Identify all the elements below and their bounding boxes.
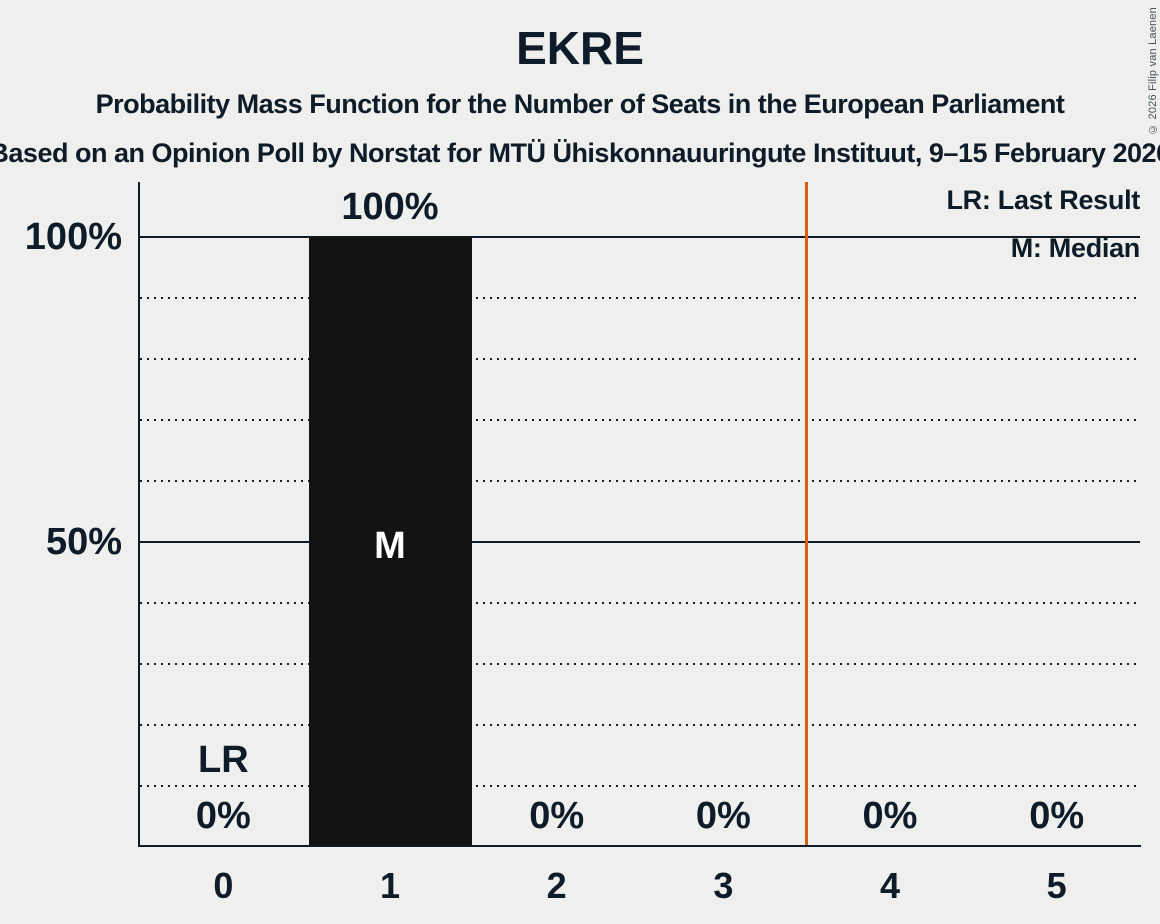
chart-title: EKRE (516, 22, 644, 74)
x-tick-label-5: 5 (1046, 865, 1067, 906)
x-tick-label-2: 2 (546, 865, 567, 906)
gridline-solid-50 (140, 541, 1140, 543)
gridline-dotted-60 (140, 480, 1140, 482)
gridline-dotted-20 (140, 724, 1140, 726)
bar-value-label-4: 0% (862, 795, 918, 837)
legend-last-result: LR: Last Result (946, 185, 1140, 215)
bar-value-label-3: 0% (695, 795, 751, 837)
chart-subtitle: Probability Mass Function for the Number… (95, 89, 1065, 119)
bar-value-label-5: 0% (1029, 795, 1085, 837)
bar-seats-1 (308, 237, 472, 847)
x-tick-label-3: 3 (713, 865, 734, 906)
chart-source-line-wrap: Based on an Opinion Poll by Norstat for … (0, 135, 1160, 171)
x-tick-label-4: 4 (879, 865, 901, 906)
x-tick-label-1: 1 (379, 865, 401, 906)
gridline-dotted-70 (140, 419, 1140, 421)
bar-value-label-0: 0% (195, 795, 251, 837)
legend-median: M: Median (1010, 233, 1141, 263)
gridline-dotted-80 (140, 358, 1140, 360)
threshold-line (805, 182, 809, 845)
bar-value-label-1: 100% (341, 186, 439, 228)
last-result-marker: LR (198, 739, 249, 781)
y-axis-line (138, 182, 140, 847)
gridline-dotted-30 (140, 663, 1140, 665)
median-marker: M (374, 525, 406, 567)
gridline-dotted-10 (140, 785, 1140, 787)
y-tick-label-50: 50% (45, 521, 122, 563)
gridline-dotted-40 (140, 602, 1140, 604)
gridline-solid-100 (140, 236, 1140, 238)
x-tick-label-0: 0 (213, 865, 234, 906)
gridline-dotted-90 (140, 297, 1140, 299)
bar-value-label-2: 0% (529, 795, 585, 837)
x-axis-line (138, 845, 1141, 847)
chart-source-line: Based on an Opinion Poll by Norstat for … (0, 138, 1160, 168)
y-tick-label-100: 100% (24, 216, 122, 258)
